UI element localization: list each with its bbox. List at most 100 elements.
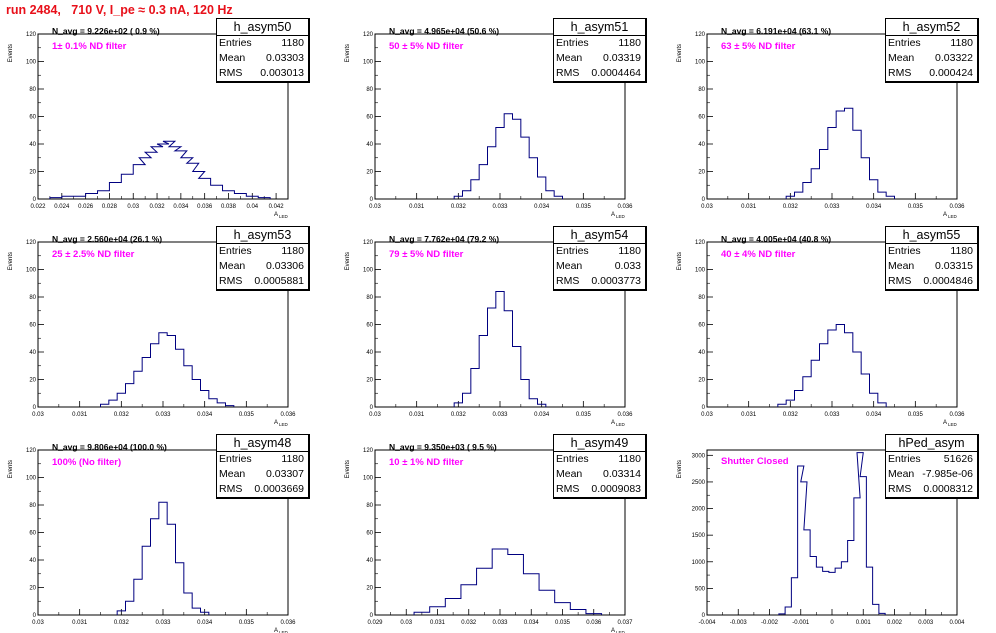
stats-value: 0.033 [614,260,641,272]
y-axis-label: Events [345,460,351,478]
stats-row-entries: Entries 1180 [886,36,977,51]
y-tick-label: 100 [26,476,37,482]
y-tick-label: 120 [695,32,706,38]
y-tick-label: 40 [366,350,373,356]
stats-value: -7.985e-06 [922,468,973,480]
x-tick-label: 0.036 [617,412,633,418]
histogram-name: h_asym54 [554,227,645,244]
histogram-panel-h_asym48: 0 20 40 60 80 100 120 0.03 0.031 0.032 0.033 0.034 0… [0,430,320,633]
histogram-panel-h_asym51: 0 20 40 60 80 100 120 0.03 0.031 0.032 0.033 0.034 0… [337,14,657,219]
y-tick-label: 120 [26,448,37,454]
stats-value: 0.0004846 [923,275,973,287]
x-tick-label: 0.036 [949,204,965,210]
x-tick-label: 0.035 [908,412,924,418]
x-tick-label: 0.031 [72,620,88,626]
y-axis-label: Events [8,460,14,478]
x-tick-label: 0.034 [524,620,540,626]
y-axis-label: Events [677,44,683,62]
y-tick-label: 40 [698,350,705,356]
x-tick-label: 0.035 [576,204,592,210]
histogram-name: h_asym53 [217,227,308,244]
x-tick-label: 0.04 [246,204,258,210]
x-tick-label: 0.031 [409,204,425,210]
stats-label: Entries [556,453,589,465]
histogram-line [785,107,895,199]
y-tick-label: 3000 [692,453,706,459]
stats-row-mean: Mean 0.03306 [217,259,308,274]
histogram-panel-h_asym52: 0 20 40 60 80 100 120 0.03 0.031 0.032 0.033 0.034 0… [669,14,989,219]
stats-label: Mean [556,52,583,64]
stats-row-entries: Entries 1180 [886,244,977,259]
histogram-name: h_asym49 [554,435,645,452]
x-axis-label: ALED [611,628,626,633]
x-tick-label: -0.002 [761,620,779,626]
x-tick-label: -0.004 [698,620,716,626]
stats-box: h_asym53 Entries 1180 Mean 0.03306 RMS 0.00058… [216,226,310,291]
x-axis-label: ALED [611,420,626,427]
x-tick-label: 0.042 [269,204,285,210]
y-tick-label: 80 [366,503,373,509]
stats-value: 1180 [618,245,641,257]
x-tick-label: 0.032 [150,204,166,210]
stats-value: 1180 [950,245,973,257]
stats-row-entries: Entries 1180 [217,452,308,467]
n-avg-label: N_avg = 9.806e+04 (100.0 %) [52,442,167,452]
n-avg-label: N_avg = 6.191e+04 (63.1 %) [721,26,832,36]
stats-row-mean: Mean 0.03314 [554,467,645,482]
y-tick-label: 40 [698,142,705,148]
stats-value: 0.03319 [603,52,641,64]
histogram-line [116,501,210,615]
stats-value: 1180 [281,453,304,465]
x-tick-label: 0.028 [102,204,118,210]
stats-row-rms: RMS 0.0003773 [554,274,645,289]
x-tick-label: 0.035 [908,204,924,210]
stats-value: 0.0003669 [254,483,304,495]
x-tick-label: 0.035 [239,620,255,626]
y-axis-label: Events [8,252,14,270]
stats-label: Entries [888,37,921,49]
stats-row-rms: RMS 0.000424 [886,66,977,81]
y-tick-label: 60 [366,323,373,329]
stats-label: Entries [219,37,252,49]
n-avg-label: N_avg = 9.226e+02 ( 0.9 %) [52,26,160,36]
stats-row-rms: RMS 0.0004464 [554,66,645,81]
stats-box: h_asym52 Entries 1180 Mean 0.03322 RMS 0.00042… [885,18,979,83]
filter-label: 10 ± 1% ND filter [389,457,464,468]
x-tick-label: 0.022 [30,204,46,210]
y-tick-label: 60 [366,115,373,121]
x-tick-label: 0.033 [824,204,840,210]
stats-row-entries: Entries 1180 [217,244,308,259]
histogram-line [453,113,563,199]
y-tick-label: 100 [26,60,37,66]
x-axis-label: ALED [274,628,289,633]
x-tick-label: 0.035 [576,412,592,418]
y-tick-label: 120 [695,240,706,246]
y-tick-label: 80 [698,87,705,93]
y-tick-label: 0 [33,613,37,619]
y-tick-label: 20 [366,378,373,384]
x-tick-label: 0.036 [280,620,296,626]
x-tick-label: 0.034 [197,412,213,418]
stats-box: h_asym48 Entries 1180 Mean 0.03307 RMS 0.00036… [216,434,310,499]
x-tick-label: 0.031 [72,412,88,418]
filter-label: Shutter Closed [721,456,789,467]
x-tick-label: 0.037 [617,620,633,626]
x-axis-label: ALED [943,420,958,427]
stats-row-mean: Mean 0.03303 [217,51,308,66]
x-tick-label: 0.034 [866,412,882,418]
y-tick-label: 80 [698,295,705,301]
n-avg-label: N_avg = 2.560e+04 (26.1 %) [52,234,163,244]
stats-label: RMS [556,67,580,79]
x-tick-label: -0.003 [730,620,748,626]
y-axis-label: Events [345,252,351,270]
y-tick-label: 100 [363,268,374,274]
stats-value: 0.0009083 [591,483,641,495]
filter-label: 100% (No filter) [52,457,122,468]
stats-row-rms: RMS 0.0008312 [886,482,977,497]
histogram-name: h_asym48 [217,435,308,452]
x-tick-label: 0.035 [555,620,571,626]
y-tick-label: 80 [29,503,36,509]
y-axis-label: Events [345,44,351,62]
y-tick-label: 80 [366,87,373,93]
stats-box: h_asym50 Entries 1180 Mean 0.03303 RMS 0.00301… [216,18,310,83]
